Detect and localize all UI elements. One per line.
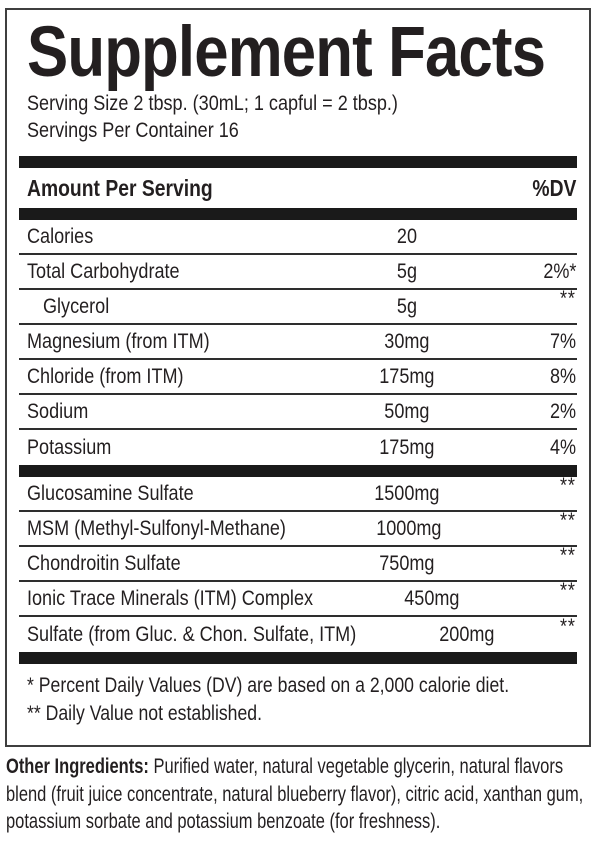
column-header-row: Amount Per Serving %DV: [19, 168, 577, 208]
panel-title: Supplement Facts: [27, 13, 546, 92]
table-row: Sulfate (from Gluc. & Chon. Sulfate, ITM…: [19, 614, 577, 652]
nutrient-amount: 200mg: [439, 622, 495, 646]
nutrient-name: Potassium: [27, 435, 112, 459]
divider-bar-thick: [19, 465, 577, 477]
footnote-dv-basis: * Percent Daily Values (DV) are based on…: [27, 674, 510, 697]
nutrient-name: Glucosamine Sulfate: [27, 481, 194, 505]
footnote-dv-not-established: ** Daily Value not established.: [27, 701, 263, 725]
nutrient-name: Total Carbohydrate: [27, 259, 180, 283]
nutrient-amount: 1000mg: [376, 516, 442, 540]
nutrient-name: Calories: [27, 224, 94, 248]
nutrient-name: Sodium: [27, 399, 89, 423]
nutrient-amount: 750mg: [379, 551, 435, 575]
serving-size-line: Serving Size 2 tbsp. (30mL; 1 capful = 2…: [27, 90, 577, 117]
nutrient-amount: 50mg: [384, 399, 430, 423]
nutrient-amount: 175mg: [379, 364, 435, 388]
nutrient-name: Magnesium (from ITM): [27, 329, 210, 353]
table-row: Magnesium (from ITM) 30mg 7%: [19, 325, 577, 360]
table-row: Total Carbohydrate 5g 2%*: [19, 255, 577, 290]
footnotes: * Percent Daily Values (DV) are based on…: [27, 672, 577, 727]
nutrient-amount: 30mg: [384, 329, 430, 353]
amount-per-serving-header: Amount Per Serving: [27, 174, 213, 201]
nutrient-amount: 1500mg: [374, 481, 440, 505]
nutrient-daily-value: [482, 224, 577, 249]
nutrient-name: Glycerol: [43, 294, 110, 318]
other-ingredients-text: Purified water, natural vegetable glycer…: [6, 755, 584, 833]
divider-bar-thick: [19, 208, 577, 220]
percent-dv-header: %DV: [531, 174, 576, 201]
divider-bar-thick: [19, 156, 577, 168]
nutrient-daily-value: **: [560, 286, 576, 310]
supplement-facts-panel: Supplement Facts Serving Size 2 tbsp. (3…: [5, 8, 591, 747]
nutrient-amount: 450mg: [403, 586, 460, 610]
nutrient-name: Chondroitin Sulfate: [27, 551, 181, 575]
nutrient-daily-value: 2%: [549, 399, 576, 423]
other-ingredients-paragraph: Other Ingredients: Purified water, natur…: [6, 753, 596, 836]
table-row: Chloride (from ITM) 175mg 8%: [19, 360, 577, 395]
table-row: Sodium 50mg 2%: [19, 395, 577, 430]
nutrient-name: Chloride (from ITM): [27, 364, 184, 388]
table-row: Glycerol 5g **: [19, 286, 577, 325]
nutrient-daily-value: **: [560, 614, 576, 638]
other-ingredients-label: Other Ingredients:: [6, 755, 149, 778]
serving-size-text: Serving Size 2 tbsp. (30mL; 1 capful = 2…: [27, 91, 398, 115]
servings-per-container-text: Servings Per Container 16: [27, 118, 239, 142]
nutrient-daily-value: **: [560, 473, 576, 497]
nutrient-table: Calories 20 Total Carbohydrate 5g 2%* Glycero…: [19, 220, 577, 465]
nutrient-amount: 5g: [396, 259, 418, 283]
table-row: Calories 20: [19, 220, 577, 255]
nutrient-name: Sulfate (from Gluc. & Chon. Sulfate, ITM…: [27, 622, 357, 646]
nutrient-name: Ionic Trace Minerals (ITM) Complex: [27, 586, 314, 610]
nutrient-daily-value: 8%: [549, 364, 576, 388]
nutrient-daily-value: **: [560, 508, 576, 532]
nutrient-amount: 20: [396, 224, 418, 248]
table-row: Glucosamine Sulfate 1500mg **: [19, 473, 577, 512]
supplement-table: Glucosamine Sulfate 1500mg ** MSM (Methyl-S…: [19, 473, 577, 652]
table-row: MSM (Methyl-Sulfonyl-Methane) 1000mg **: [19, 508, 577, 547]
table-row: Potassium 175mg 4%: [19, 430, 577, 465]
nutrient-daily-value: 4%: [549, 435, 576, 459]
nutrient-daily-value: **: [560, 543, 576, 567]
servings-per-container-line: Servings Per Container 16: [27, 117, 577, 144]
table-row: Chondroitin Sulfate 750mg **: [19, 543, 577, 582]
table-row: Ionic Trace Minerals (ITM) Complex 450mg *…: [19, 578, 577, 617]
nutrient-amount: 5g: [396, 294, 418, 318]
nutrient-daily-value: 2%*: [542, 259, 576, 283]
nutrient-amount: 175mg: [379, 435, 435, 459]
nutrient-daily-value: 7%: [549, 329, 576, 353]
nutrient-daily-value: **: [560, 578, 576, 602]
nutrient-name: MSM (Methyl-Sulfonyl-Methane): [27, 516, 286, 540]
divider-bar-thick: [19, 652, 577, 664]
